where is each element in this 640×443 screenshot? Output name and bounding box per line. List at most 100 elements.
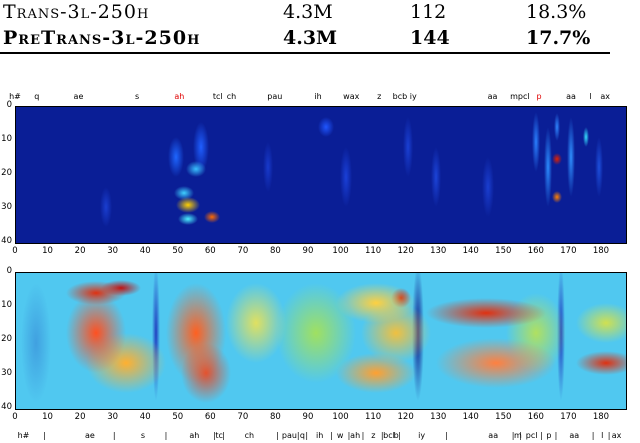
x-tick-label: 130 — [430, 246, 447, 256]
phoneme-label: p — [536, 92, 542, 101]
y-tick-label: 30 — [1, 368, 12, 378]
segment-boundary: | — [112, 431, 116, 440]
phoneme-label: ax — [600, 92, 611, 101]
y-tick-label: 0 — [6, 266, 12, 276]
y-tick-label: 20 — [1, 334, 12, 344]
x-tick-label: 0 — [12, 412, 18, 422]
segment-boundary: | — [445, 431, 448, 440]
phoneme-label: ah — [189, 431, 200, 440]
x-tick-label: 10 — [42, 246, 53, 256]
spectrogram — [15, 272, 627, 410]
value-cell: 144 — [410, 27, 450, 49]
phoneme-label: iy — [418, 431, 426, 440]
segment-boundary: | — [296, 431, 300, 440]
phoneme-label: ah — [350, 431, 361, 440]
x-tick-label: 100 — [332, 246, 349, 256]
phoneme-label: ae — [84, 431, 95, 440]
x-tick-label: 0 — [12, 246, 18, 256]
phoneme-label: ih — [314, 92, 322, 101]
x-tick-label: 150 — [495, 246, 512, 256]
phoneme-label: l — [589, 92, 592, 101]
x-tick-label: 180 — [592, 246, 610, 256]
x-tick-label: 160 — [527, 246, 544, 256]
phoneme-label: wax — [343, 92, 360, 101]
segment-boundary: | — [380, 431, 384, 440]
x-tick-label: 110 — [364, 246, 382, 256]
phoneme-label: pau — [267, 92, 283, 101]
x-tick-label: 140 — [462, 412, 479, 422]
segment-boundary: | — [222, 431, 226, 440]
phoneme-label: ch — [226, 92, 237, 101]
phoneme-label: h# — [17, 431, 30, 440]
phoneme-label: z — [377, 92, 382, 101]
segment-boundary: | — [347, 431, 351, 440]
x-tick-label: 30 — [107, 412, 119, 422]
x-tick-label: 150 — [495, 412, 512, 422]
phoneme-label: aa — [569, 431, 580, 440]
x-tick-label: 40 — [139, 412, 151, 422]
phoneme-label: h# — [9, 92, 21, 101]
x-tick-label: 120 — [397, 412, 414, 422]
y-tick-label: 10 — [1, 300, 12, 310]
x-tick-label: 140 — [462, 246, 479, 256]
phoneme-label: pau — [281, 431, 297, 440]
segment-boundary: | — [164, 431, 168, 440]
x-tick-label: 50 — [172, 412, 184, 422]
x-tick-label: 160 — [527, 412, 544, 422]
phoneme-label: q — [299, 431, 305, 440]
results-table: Trans-3l-250h 4.3M 112 18.3% PreTrans-3l… — [0, 0, 640, 56]
attention-map — [15, 106, 627, 244]
x-tick-label: 60 — [204, 412, 216, 422]
x-tick-label: 40 — [139, 246, 151, 256]
phoneme-label: ae — [73, 92, 84, 101]
phoneme-label: m — [514, 431, 522, 440]
x-tick-label: 70 — [237, 412, 249, 422]
segment-boundary: | — [554, 431, 558, 440]
params-value: 4.3M — [283, 27, 338, 49]
y-tick-label: 40 — [1, 236, 12, 246]
x-tick-label: 30 — [107, 246, 119, 256]
phoneme-label: aa — [488, 431, 499, 440]
phoneme-label: tc — [215, 431, 223, 440]
segment-boundary: | — [398, 431, 401, 440]
phoneme-label: ax — [611, 431, 622, 440]
phoneme-label: w — [336, 431, 344, 440]
x-tick-label: 170 — [560, 412, 577, 422]
per-value: 17.7% — [526, 27, 591, 49]
phoneme-label: mpcl — [510, 92, 530, 101]
value-cell: 112 — [410, 1, 447, 23]
phoneme-label: bcl — [383, 431, 395, 440]
table-row: Trans-3l-250h 4.3M 112 18.3% — [0, 0, 640, 25]
segment-boundary: | — [43, 431, 46, 440]
phoneme-label: ch — [244, 431, 255, 440]
segment-boundary: | — [519, 431, 522, 440]
x-tick-label: 90 — [302, 246, 314, 256]
x-tick-label: 180 — [592, 412, 610, 422]
phoneme-label: s — [140, 431, 146, 440]
per-value: 18.3% — [526, 1, 587, 23]
table-bottom-rule — [0, 52, 610, 54]
phoneme-label: s — [134, 92, 140, 101]
x-tick-label: 100 — [332, 412, 349, 422]
phoneme-label: z — [371, 431, 376, 440]
y-tick-label: 20 — [1, 168, 12, 178]
x-tick-label: 70 — [237, 246, 249, 256]
segment-boundary: | — [361, 431, 365, 440]
x-tick-label: 50 — [172, 246, 184, 256]
x-tick-label: 80 — [270, 412, 281, 422]
phoneme-label: aa — [566, 92, 576, 101]
x-tick-label: 20 — [74, 246, 86, 256]
params-value: 4.3M — [283, 1, 333, 23]
y-tick-label: 30 — [1, 202, 12, 212]
phoneme-label: p — [546, 431, 552, 440]
phoneme-label: tcl — [212, 92, 223, 101]
phoneme-label: l — [601, 431, 604, 440]
table-row: PreTrans-3l-250h 4.3M 144 17.7% — [0, 25, 640, 51]
segment-boundary: | — [213, 431, 216, 440]
x-tick-label: 60 — [204, 246, 216, 256]
phoneme-label: bcb iy — [392, 92, 417, 101]
phoneme-label: b — [393, 431, 399, 440]
x-tick-label: 120 — [397, 246, 414, 256]
segment-boundary: | — [276, 431, 279, 440]
x-tick-label: 20 — [74, 412, 86, 422]
